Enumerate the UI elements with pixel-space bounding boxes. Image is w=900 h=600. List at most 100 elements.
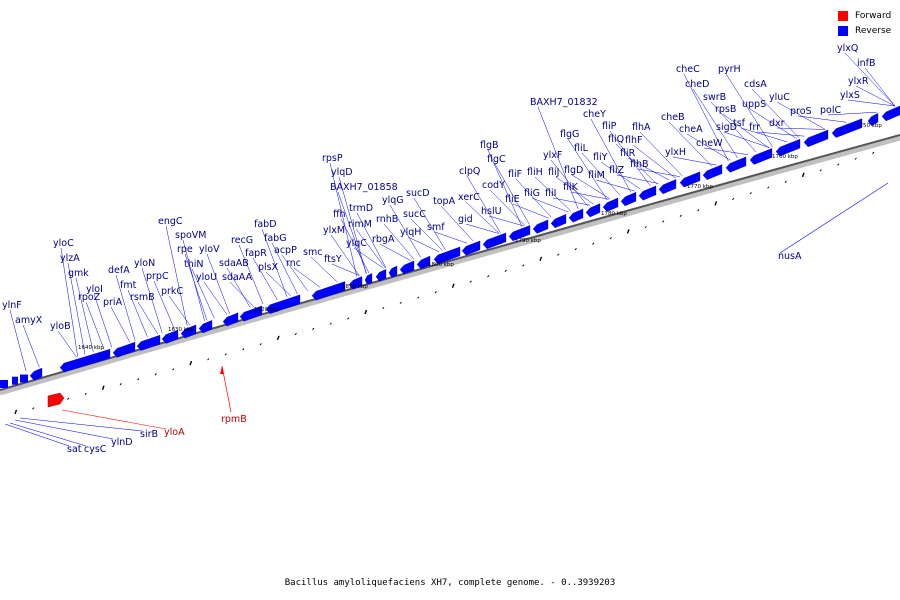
reverse-gene-block [508, 225, 531, 242]
gene-leader-line [555, 176, 594, 205]
gene-label: swrB [703, 92, 726, 103]
gene-leader-line [740, 127, 788, 143]
gene-label: cheC [676, 64, 700, 75]
gene-leader-line [9, 309, 27, 371]
gene-label: cheW [696, 138, 723, 149]
scale-tick [469, 280, 472, 283]
scale-tick [609, 237, 612, 240]
gene-label: smf [427, 222, 445, 233]
gene-leader-line [550, 159, 588, 207]
scale-tick [697, 209, 700, 212]
gene-marker [220, 366, 224, 374]
gene-label: rpsB [715, 104, 736, 115]
gene-label: rimM [348, 219, 372, 230]
reverse-gene-block [749, 148, 773, 165]
gene-leader-line [515, 178, 552, 218]
scale-tick-label: 1760 kbp [772, 154, 798, 160]
gene-label: xerC [458, 192, 480, 203]
scale-tick [329, 322, 332, 325]
gene-leader-line [85, 301, 105, 350]
reverse-gene-block [375, 269, 387, 282]
scale-tick [679, 214, 682, 217]
gene-label: flhF [625, 135, 642, 146]
scale-tick [732, 197, 735, 201]
scale-tick [84, 392, 87, 395]
reverse-gene-block [0, 380, 8, 388]
gene-leader-line [466, 175, 501, 234]
scale-tick [487, 275, 490, 278]
gene-leader-line [57, 330, 77, 358]
gene-leader-line [60, 247, 78, 357]
legend-reverse-label: Reverse [855, 25, 892, 36]
gene-label: sucD [406, 188, 430, 199]
gene-label: fabD [254, 219, 277, 230]
gene-leader-line [115, 274, 136, 341]
gene-leader-line [494, 163, 530, 225]
gene-leader-line [683, 73, 729, 162]
gene-label: fliY [593, 152, 608, 163]
gene-leader-line [184, 253, 208, 321]
scale-tick [592, 242, 595, 245]
gene-leader-line [590, 118, 632, 193]
reverse-gene-block [12, 376, 18, 385]
gene-label: dxr [769, 118, 785, 129]
scale-tick-label: 1790 kbp [515, 238, 541, 244]
gene-leader-line [137, 301, 159, 335]
scale-tick [557, 253, 560, 256]
gene-label: yloI [86, 284, 103, 295]
reverse-gene-block [702, 164, 723, 180]
gene-label: ylqC [346, 238, 367, 249]
gene-label: ylxR [848, 76, 869, 87]
scale-tick [312, 327, 315, 330]
gene-leader-line [855, 85, 896, 107]
gene-label: defA [108, 265, 130, 276]
gene-label: rnhB [376, 214, 398, 225]
gene-leader-line [749, 108, 797, 139]
gene-label: fliP [602, 121, 617, 132]
gene-label: rnc [286, 258, 301, 269]
gene-leader-line [340, 218, 370, 273]
gene-leader-line [261, 228, 288, 298]
gene-leader-line [465, 201, 500, 234]
gene-label: yloB [50, 321, 71, 332]
gene-leader-line [722, 113, 769, 149]
scale-tick [819, 169, 822, 172]
gene-leader-line [723, 131, 770, 148]
scale-tick [767, 186, 770, 189]
gene-leader-line [330, 234, 360, 276]
gene-leader-line [567, 138, 608, 200]
gene-leader-line [637, 168, 680, 177]
reverse-gene-block [59, 348, 111, 373]
gene-leader-line [531, 197, 569, 213]
gene-leader-line [779, 182, 889, 254]
gene-label: fliF [508, 169, 522, 180]
gene-leader-line [615, 143, 658, 185]
scale-ticks [14, 151, 875, 415]
gene-leader-line [329, 162, 358, 277]
reverse-gene-block [482, 232, 507, 250]
gene-label: pyrH [718, 64, 741, 75]
gene-label: ylxH [665, 147, 686, 158]
gene-leader-line [252, 257, 278, 300]
reverse-gene-block [775, 138, 801, 157]
gene-label: ylxM [323, 225, 345, 236]
reverse-gene-block [29, 367, 43, 381]
gene-label: fliE [505, 194, 520, 205]
gene-leader-line [356, 212, 387, 268]
gene-label: rbgA [372, 234, 395, 245]
gene-label: fliK [563, 182, 579, 193]
gene-leader-line [383, 223, 415, 260]
gene-label: cheD [685, 79, 709, 90]
gene-label: flhA [632, 122, 651, 133]
scale-tick [644, 225, 647, 229]
gene-leader-line [609, 130, 651, 187]
scale-tick [14, 409, 18, 415]
gene-label: ylqH [400, 227, 421, 238]
scale-tick [347, 317, 350, 320]
gene-leader-line [331, 263, 360, 276]
gene-label: gmk [68, 268, 89, 279]
gene-leader-line [67, 262, 86, 355]
gene-leader-line [191, 268, 215, 319]
reverse-gene-block [198, 320, 213, 334]
